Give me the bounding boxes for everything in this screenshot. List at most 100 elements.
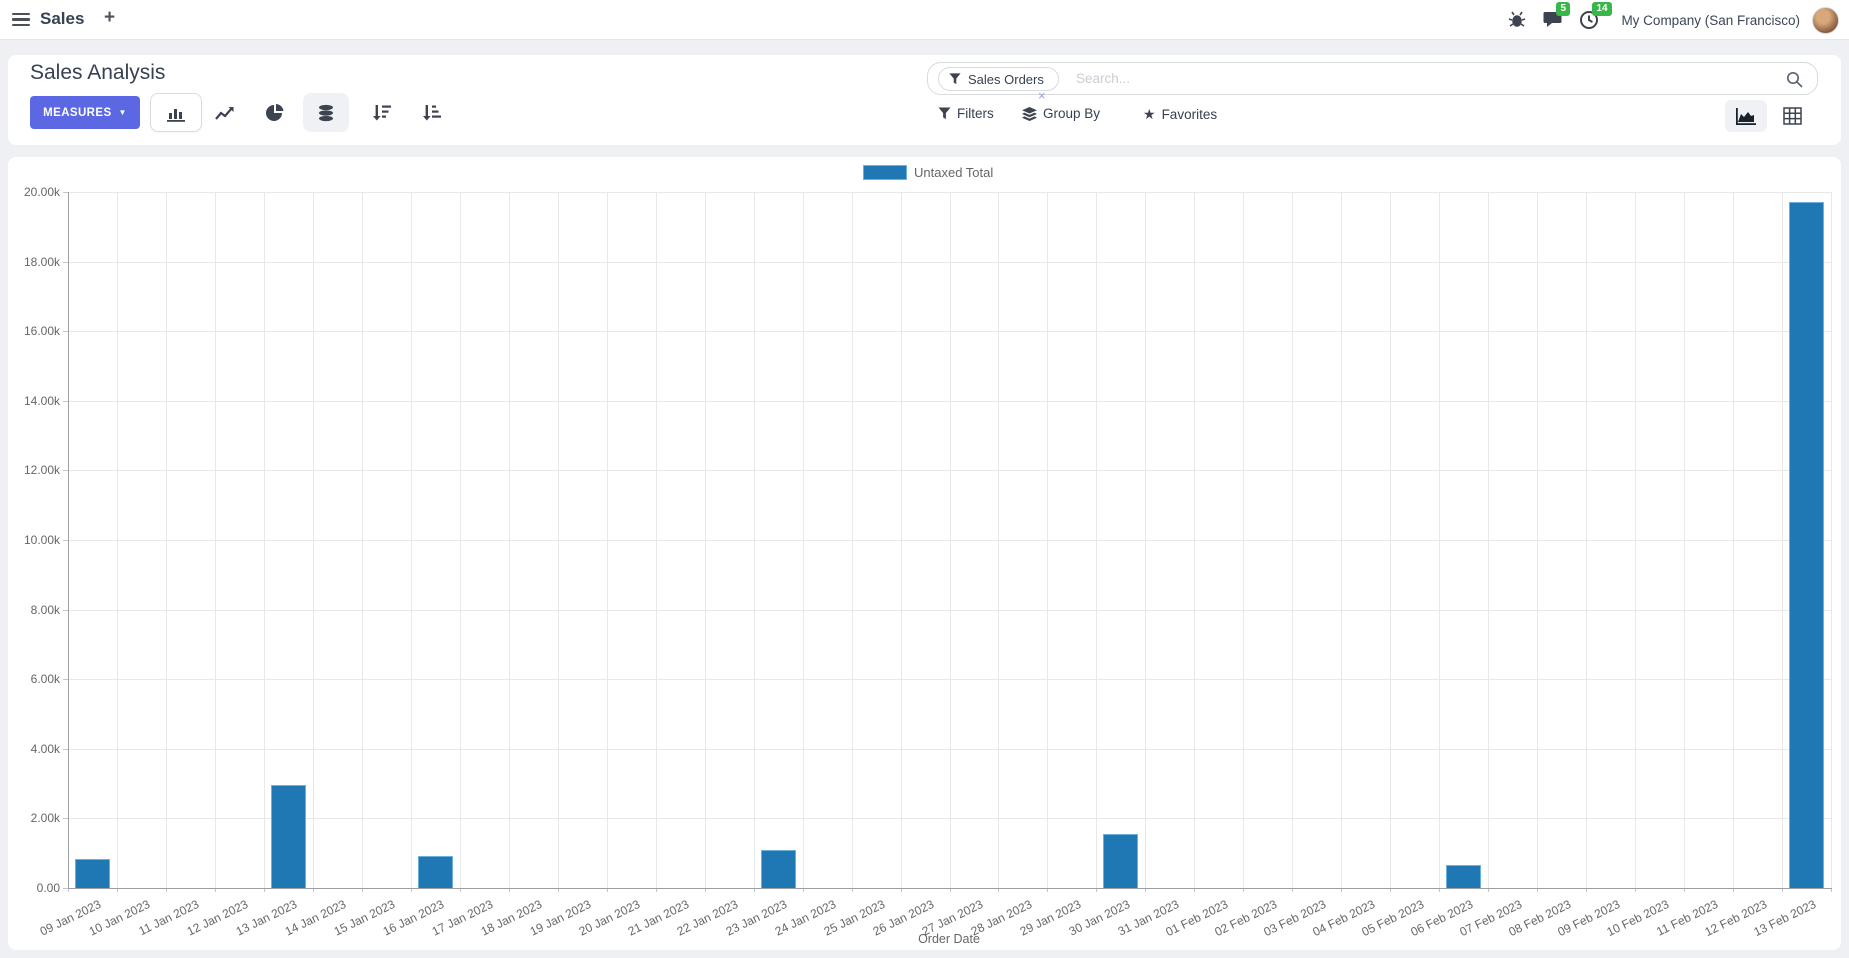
- y-tick-label: 16.00k: [23, 324, 60, 339]
- gridline-v: [1586, 192, 1588, 888]
- search-facet[interactable]: Sales Orders: [938, 67, 1059, 91]
- stacked-icon: [319, 104, 333, 121]
- gridline-v: [263, 192, 265, 888]
- x-tick: [1292, 888, 1294, 892]
- x-tick: [1635, 888, 1637, 892]
- y-tick-label: 12.00k: [23, 463, 60, 478]
- x-tick: [1684, 888, 1686, 892]
- x-tick: [1390, 888, 1392, 892]
- search-bar[interactable]: Sales Orders Search...: [927, 62, 1818, 95]
- activities-clock-icon[interactable]: 14: [1579, 2, 1612, 31]
- bar[interactable]: [1103, 834, 1139, 888]
- filter-funnel-icon: [949, 73, 961, 85]
- x-tick: [1439, 888, 1441, 892]
- gridline-v: [802, 192, 804, 888]
- search-icon[interactable]: [1786, 71, 1803, 88]
- x-tick: [312, 888, 314, 892]
- y-tick: [63, 331, 68, 333]
- x-tick: [655, 888, 657, 892]
- stacked-toggle-button[interactable]: [303, 93, 349, 132]
- x-tick: [1145, 888, 1147, 892]
- x-tick: [1733, 888, 1735, 892]
- gridline-v: [1194, 192, 1196, 888]
- favorites-label: Favorites: [1161, 107, 1218, 122]
- y-axis-line: [68, 192, 69, 888]
- sort-descending-button[interactable]: [365, 93, 399, 132]
- bar-chart-button[interactable]: [150, 93, 202, 132]
- x-tick: [165, 888, 167, 892]
- y-tick-label: 6.00k: [30, 672, 60, 687]
- app-name[interactable]: Sales: [40, 9, 85, 28]
- gridline-v: [1390, 192, 1392, 888]
- messages-icon[interactable]: 5: [1543, 2, 1570, 31]
- gridline-v: [753, 192, 755, 888]
- filters-button[interactable]: Filters: [938, 106, 994, 121]
- x-tick: [851, 888, 853, 892]
- gridline-v: [655, 192, 657, 888]
- x-tick: [1537, 888, 1539, 892]
- menu-icon[interactable]: [12, 13, 30, 27]
- y-tick-label: 0.00: [36, 881, 60, 895]
- filter-funnel-icon: [938, 107, 951, 120]
- x-tick: [263, 888, 265, 892]
- pie-chart-button[interactable]: [255, 93, 295, 132]
- bar[interactable]: [760, 850, 796, 888]
- company-switcher[interactable]: My Company (San Francisco): [1621, 12, 1800, 28]
- measures-button[interactable]: MEASURES ▼: [30, 96, 140, 129]
- gridline-v: [1096, 192, 1098, 888]
- star-icon: ★: [1143, 106, 1156, 122]
- gridline-v: [165, 192, 167, 888]
- activities-badge: 14: [1592, 2, 1612, 16]
- y-tick: [63, 748, 68, 750]
- y-tick-label: 10.00k: [23, 533, 60, 547]
- control-panel: Sales Analysis MEASURES ▼ Sale: [8, 55, 1841, 145]
- legend[interactable]: Untaxed Total: [863, 165, 993, 180]
- gridline-v: [1782, 192, 1784, 888]
- gridline-v: [116, 192, 118, 888]
- gridline-v: [900, 192, 902, 888]
- x-axis-line: [68, 888, 1832, 889]
- sort-ascending-button[interactable]: [415, 93, 449, 132]
- gridline-v: [557, 192, 559, 888]
- plus-button[interactable]: +: [104, 7, 116, 28]
- bar[interactable]: [1446, 865, 1482, 888]
- y-tick-label: 14.00k: [23, 393, 60, 408]
- search-input[interactable]: Search...: [1076, 71, 1131, 86]
- gridline-v: [949, 192, 951, 888]
- y-tick: [63, 540, 68, 541]
- pie-chart-icon: [266, 103, 284, 121]
- x-tick: [1488, 888, 1490, 892]
- gridline-v: [1684, 192, 1686, 888]
- bar[interactable]: [417, 856, 453, 888]
- bar[interactable]: [270, 785, 306, 888]
- y-tick: [63, 679, 68, 681]
- favorites-button[interactable]: ★ Favorites: [1143, 106, 1217, 123]
- facet-remove-icon[interactable]: ×: [1038, 88, 1046, 103]
- layers-icon: [1022, 106, 1037, 121]
- y-tick: [63, 192, 68, 193]
- sort-descending-icon: [373, 105, 391, 121]
- debug-bug-icon[interactable]: [1507, 9, 1529, 31]
- line-chart-button[interactable]: [205, 93, 245, 132]
- y-tick: [63, 400, 68, 402]
- groupby-button[interactable]: Group By: [1022, 106, 1100, 121]
- gridline-v: [1341, 192, 1343, 888]
- line-chart-icon: [215, 106, 234, 120]
- y-tick-label: 20.00k: [23, 185, 60, 199]
- chart-area: 0.00 2.00k 4.00k 6.00k 8.00k 10.00k 12.00k 14.0…: [8, 157, 1841, 950]
- pivot-table-icon: [1782, 107, 1802, 125]
- y-tick-label: 4.00k: [30, 741, 60, 756]
- gridline-v: [1292, 192, 1294, 888]
- x-tick: [68, 888, 69, 892]
- avatar[interactable]: [1812, 6, 1839, 34]
- gridline-v: [998, 192, 1000, 888]
- x-tick: [214, 888, 216, 892]
- graph-view-button[interactable]: [1725, 100, 1767, 132]
- x-tick: [753, 888, 755, 892]
- x-tick: [802, 888, 804, 892]
- bar[interactable]: [1789, 202, 1824, 888]
- pivot-view-button[interactable]: [1771, 100, 1813, 132]
- y-tick: [63, 470, 68, 472]
- bar[interactable]: [74, 859, 110, 888]
- x-tick: [998, 888, 1000, 892]
